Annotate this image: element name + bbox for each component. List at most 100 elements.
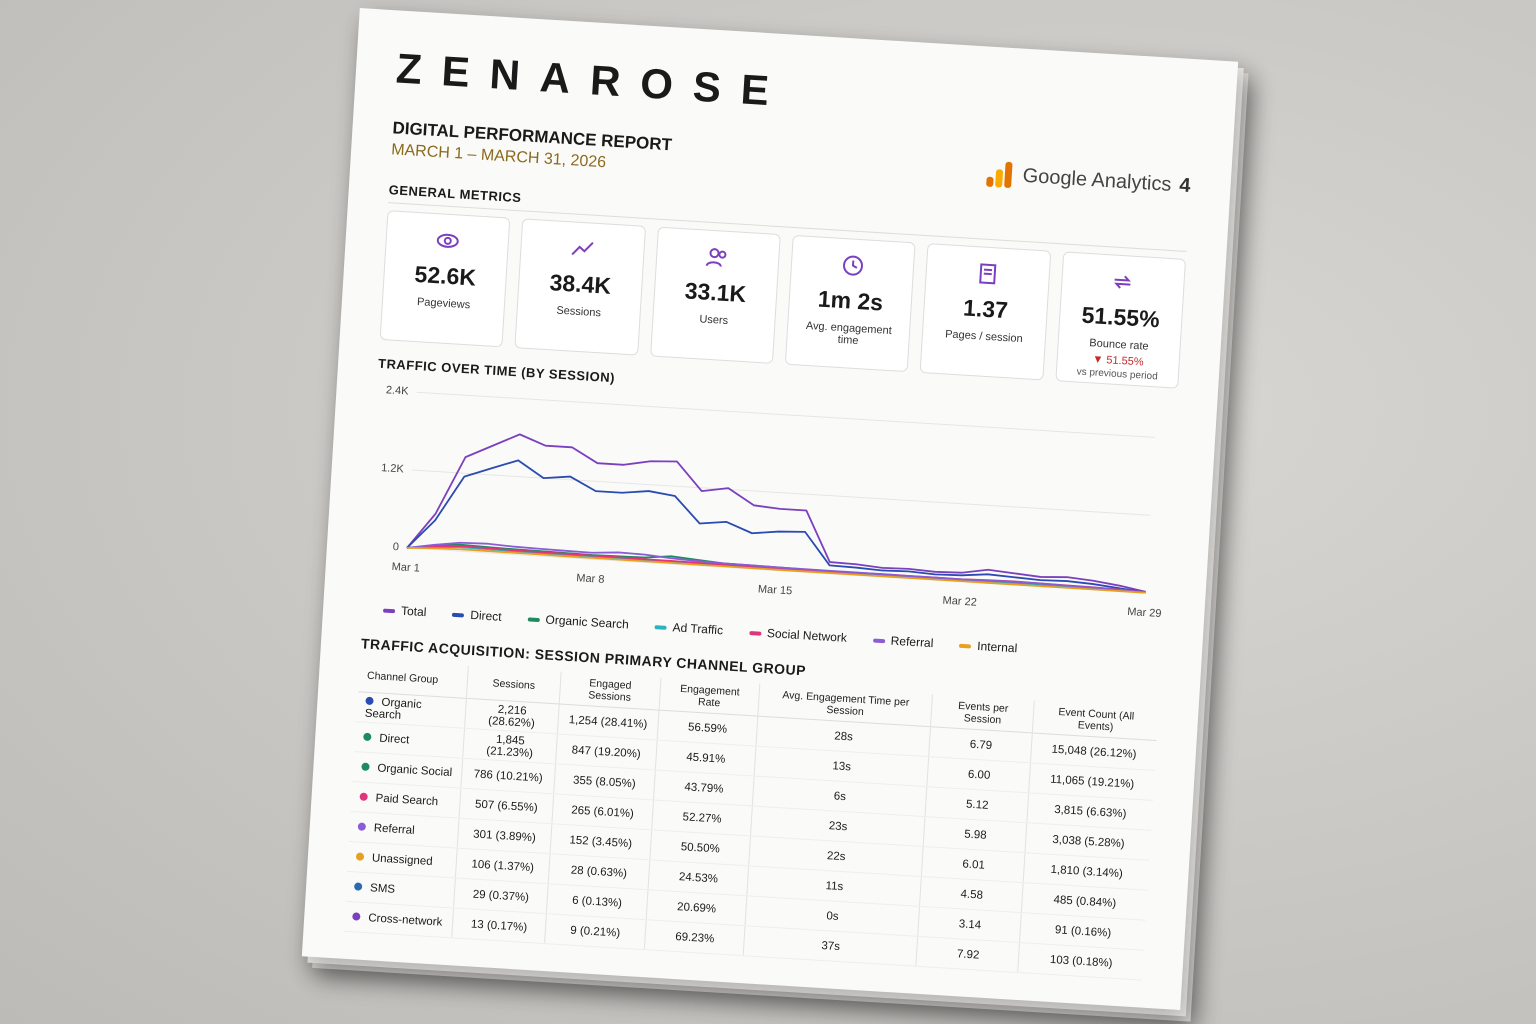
legend-swatch: [748, 630, 762, 636]
cell-value: 301 (3.89%): [472, 828, 537, 844]
cell-value: 24.53%: [678, 870, 719, 885]
metric-change-value: 51.55%: [1105, 354, 1144, 369]
cell-value: 5.98: [963, 827, 988, 842]
x-tick-label: Mar 1: [391, 561, 420, 575]
cell-value: 45.91%: [685, 750, 726, 766]
legend-label: Social Network: [766, 626, 848, 645]
channel-dot: [359, 791, 368, 801]
x-tick-label: Mar 22: [942, 595, 977, 609]
legend-swatch: [527, 617, 540, 622]
cell-value: 11,065 (19.21%): [1049, 773, 1135, 791]
channel-name: Direct: [378, 732, 410, 746]
legend-swatch: [872, 638, 885, 644]
cell-value: 52.27%: [682, 810, 722, 826]
legend-item: Direct: [452, 607, 502, 624]
legend-swatch: [382, 608, 396, 614]
metric-card: 33.1K Users: [649, 226, 781, 364]
channel-dot: [353, 881, 363, 891]
channel-name: Organic Social: [377, 762, 453, 779]
metric-card: 1m 2s Avg. engagement time: [784, 234, 916, 373]
legend-swatch: [452, 612, 465, 618]
metric-value: 33.1K: [684, 277, 747, 308]
cell-value: 0s: [826, 909, 839, 923]
acquisition-table: Channel Group Sessions Engaged Sessions Eng…: [343, 659, 1159, 981]
metric-value: 1.37: [962, 294, 1009, 324]
cell-value: 847 (19.20%): [571, 743, 642, 761]
cell-value: 6.01: [962, 857, 986, 872]
metric-change: ▼ 51.55%: [1092, 353, 1144, 369]
legend-label: Internal: [976, 638, 1018, 656]
x-tick-label: Mar 8: [576, 572, 605, 586]
y-tick-label: 1.2K: [381, 462, 405, 475]
metric-value: 38.4K: [548, 269, 612, 299]
table-cell: 7.92: [916, 936, 1020, 973]
cell-value: 9 (0.21%): [569, 924, 621, 940]
document-stack: ZENAROSE DIGITAL PERFORMANCE REPORT MARC…: [301, 8, 1249, 1022]
cell-value: 5.12: [965, 798, 989, 812]
cell-value: 6.79: [969, 738, 993, 752]
cell-value: 13s: [832, 759, 852, 773]
cell-value: 29 (0.37%): [472, 888, 530, 904]
cell-value: 28s: [833, 729, 854, 743]
cell-value: 7.92: [956, 947, 980, 962]
legend-item: Referral: [872, 633, 934, 650]
cell-value: 507 (6.55%): [474, 798, 538, 814]
metric-label: Pageviews: [416, 296, 471, 312]
legend-item: Ad Traffic: [654, 619, 723, 637]
channel-dot: [355, 851, 365, 861]
metric-card: 51.55% Bounce rate ▼ 51.55% vs previous per…: [1054, 251, 1187, 389]
cell-value: 50.50%: [680, 840, 721, 856]
metric-value: 52.6K: [413, 260, 477, 291]
cell-value: 13 (0.17%): [470, 918, 528, 934]
channel-dot: [363, 732, 372, 741]
cell-value: 4.58: [960, 887, 984, 902]
cell-value: 11s: [825, 879, 844, 893]
metric-change-note: vs previous period: [1076, 366, 1158, 383]
legend-swatch: [654, 625, 667, 630]
table-cell: Cross-network: [343, 901, 454, 938]
cell-value: 485 (0.84%): [1053, 893, 1117, 910]
ga-logo: Google Analytics 4: [984, 159, 1192, 202]
legend-item: Internal: [959, 638, 1018, 656]
channel-dot: [357, 821, 367, 831]
metric-label: Sessions: [556, 304, 602, 320]
cell-value: 6 (0.13%): [571, 894, 623, 910]
table-cell: 13 (0.17%): [452, 907, 547, 944]
table-cell: 9 (0.21%): [544, 913, 647, 950]
cell-value: 106 (1.37%): [471, 857, 535, 874]
metric-label: Users: [699, 313, 729, 328]
metric-card: 1.37 Pages / session: [919, 243, 1051, 381]
metric-icon: [979, 263, 997, 285]
metric-card: 52.6K Pageviews: [379, 210, 511, 348]
metric-label: Avg. engagement time: [805, 319, 893, 348]
series-line: [406, 547, 1146, 594]
report-page: ZENAROSE DIGITAL PERFORMANCE REPORT MARC…: [301, 8, 1239, 1010]
metric-value: 1m 2s: [817, 285, 884, 316]
channel-name: Paid Search: [375, 791, 439, 808]
metric-icon: [1114, 275, 1132, 289]
metric-card: 38.4K Sessions: [514, 218, 646, 356]
x-tick-label: Mar 29: [1127, 606, 1162, 620]
cell-value: 20.69%: [676, 900, 717, 915]
metric-label: Bounce rate: [1088, 337, 1149, 353]
cell-value: 69.23%: [674, 930, 715, 945]
channel-name: SMS: [369, 881, 396, 896]
cell-value: 6s: [833, 789, 847, 803]
cell-value: 6.00: [967, 768, 991, 782]
legend-label: Total: [400, 603, 427, 620]
cell-value: 265 (6.01%): [570, 803, 635, 820]
cell-value: 91 (0.16%): [1054, 923, 1112, 940]
cell-value: 56.59%: [687, 720, 728, 736]
legend-item: Social Network: [748, 625, 848, 645]
ga-version: 4: [1178, 173, 1192, 197]
cell-value: 23s: [828, 819, 848, 833]
legend-item: Organic Search: [527, 611, 629, 632]
brand: ZENAROSE: [394, 44, 791, 116]
cell-value: 1,845 (21.23%): [486, 733, 534, 760]
metric-value: 51.55%: [1080, 301, 1161, 333]
grid-line: [416, 391, 1156, 438]
series-line: [406, 433, 1146, 593]
cell-value: 3,815 (6.63%): [1053, 803, 1127, 820]
section-title: GENERAL METRICS: [388, 182, 522, 206]
